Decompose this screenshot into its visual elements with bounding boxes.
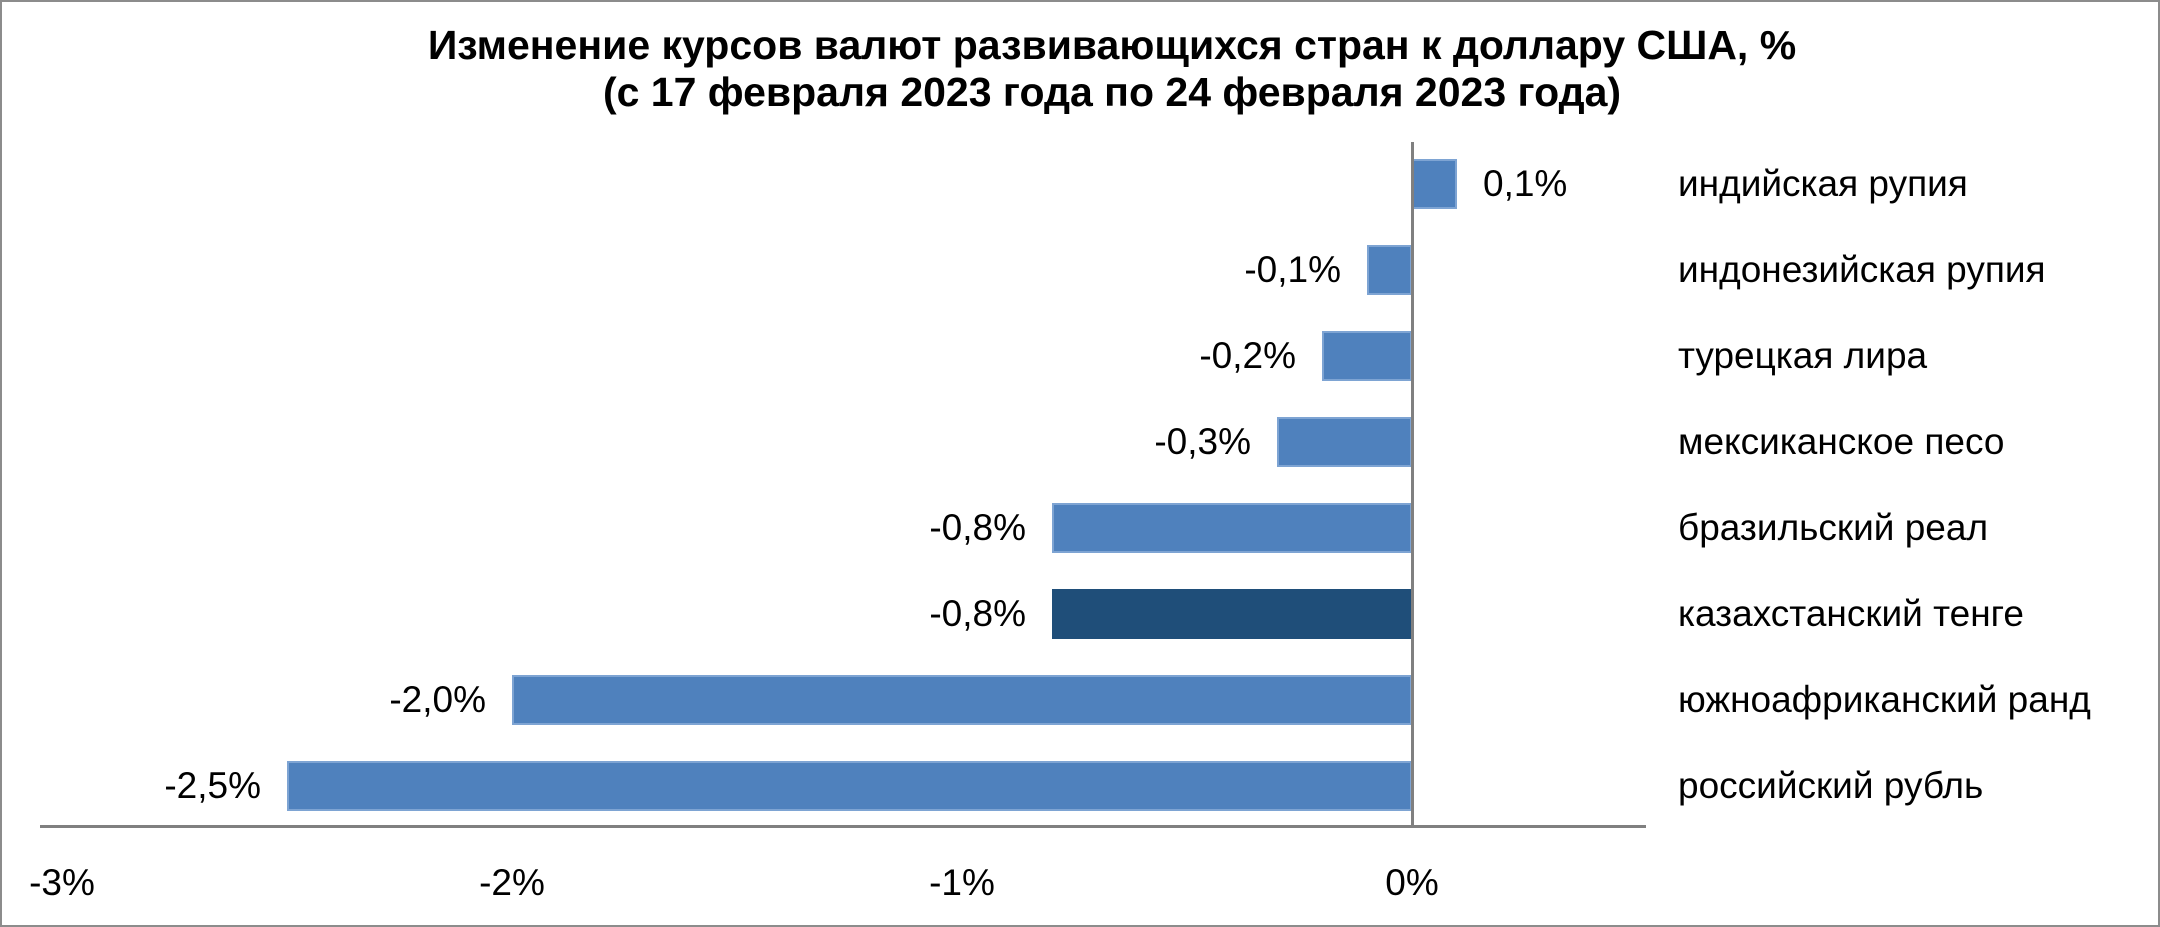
chart-title-line-1: Изменение курсов валют развивающихся стр…	[427, 22, 1797, 68]
x-axis-line	[39, 825, 1646, 828]
x-tick-label: -3%	[29, 862, 95, 903]
chart-title-line-2: (с 17 февраля 2023 года по 24 февраля 20…	[602, 69, 1622, 115]
bar-3	[1322, 330, 1412, 381]
bar-6	[1052, 588, 1412, 639]
bar-2	[1367, 244, 1412, 295]
bar-7	[512, 674, 1412, 725]
category-label: казахстанский тенге	[1678, 592, 2024, 634]
category-label: турецкая лира	[1678, 334, 1928, 376]
category-label: индийская рупия	[1678, 162, 1968, 204]
bar-5	[1052, 502, 1412, 553]
category-label: российский рубль	[1678, 764, 1984, 806]
bar-1	[1412, 158, 1457, 209]
category-label: бразильский реал	[1678, 506, 1989, 548]
chart-title: Изменение курсов валют развивающихся стр…	[2, 22, 2158, 116]
bar-8	[287, 760, 1412, 811]
category-label: индонезийская рупия	[1678, 248, 2046, 290]
value-label: -0,8%	[929, 592, 1026, 634]
x-tick-label: -1%	[929, 862, 995, 903]
value-label: -2,5%	[164, 764, 261, 806]
value-label: -0,8%	[929, 506, 1026, 548]
category-label: мексиканское песо	[1678, 420, 2005, 462]
value-label: -0,3%	[1154, 420, 1251, 462]
category-label: южноафриканский ранд	[1678, 678, 2091, 720]
zero-baseline	[1411, 142, 1414, 828]
value-label: 0,1%	[1483, 162, 1568, 204]
x-tick-label: 0%	[1385, 862, 1439, 903]
value-label: -2,0%	[389, 678, 486, 720]
value-label: -0,1%	[1244, 248, 1341, 290]
x-tick-label: -2%	[479, 862, 545, 903]
bar-4	[1277, 416, 1412, 467]
value-label: -0,2%	[1199, 334, 1296, 376]
